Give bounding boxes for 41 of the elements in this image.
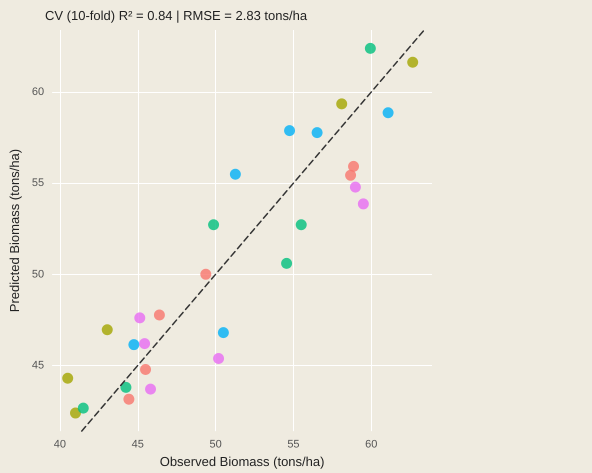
point bbox=[140, 364, 152, 375]
x-tick-label: 55 bbox=[287, 438, 300, 451]
point bbox=[208, 219, 220, 230]
y-tick-label: 50 bbox=[32, 268, 44, 280]
point bbox=[230, 168, 241, 180]
point bbox=[312, 127, 323, 138]
x-tick-label: 40 bbox=[54, 438, 66, 451]
point bbox=[139, 338, 150, 350]
x-tick-label: 45 bbox=[132, 438, 144, 451]
chart-title: CV (10-fold) R² = 0.84 | RMSE = 2.83 tons/ha bbox=[45, 8, 308, 23]
point bbox=[358, 198, 369, 210]
point bbox=[145, 384, 156, 395]
point bbox=[284, 125, 296, 136]
point bbox=[281, 258, 292, 269]
point bbox=[336, 98, 348, 110]
point bbox=[62, 372, 74, 384]
point bbox=[407, 56, 418, 68]
point bbox=[102, 324, 113, 336]
point bbox=[154, 309, 165, 320]
point bbox=[218, 327, 229, 338]
point bbox=[382, 107, 394, 118]
x-tick-label: 60 bbox=[365, 438, 378, 451]
point bbox=[348, 160, 360, 172]
point bbox=[213, 353, 224, 364]
y-tick-label: 45 bbox=[32, 359, 44, 372]
y-tick-label: 55 bbox=[32, 177, 44, 190]
point bbox=[128, 339, 140, 350]
point bbox=[120, 382, 132, 393]
point bbox=[345, 170, 356, 181]
point bbox=[134, 312, 146, 324]
point bbox=[78, 402, 89, 414]
y-axis-title: Predicted Biomass (tons/ha) bbox=[7, 148, 22, 312]
point bbox=[350, 182, 361, 193]
point bbox=[70, 408, 81, 419]
x-axis-title: Observed Biomass (tons/ha) bbox=[160, 454, 324, 469]
x-tick-label: 50 bbox=[209, 438, 222, 451]
y-tick-label: 60 bbox=[32, 86, 44, 98]
point bbox=[123, 394, 134, 405]
point bbox=[296, 219, 307, 230]
point bbox=[200, 268, 212, 280]
point bbox=[364, 42, 376, 54]
